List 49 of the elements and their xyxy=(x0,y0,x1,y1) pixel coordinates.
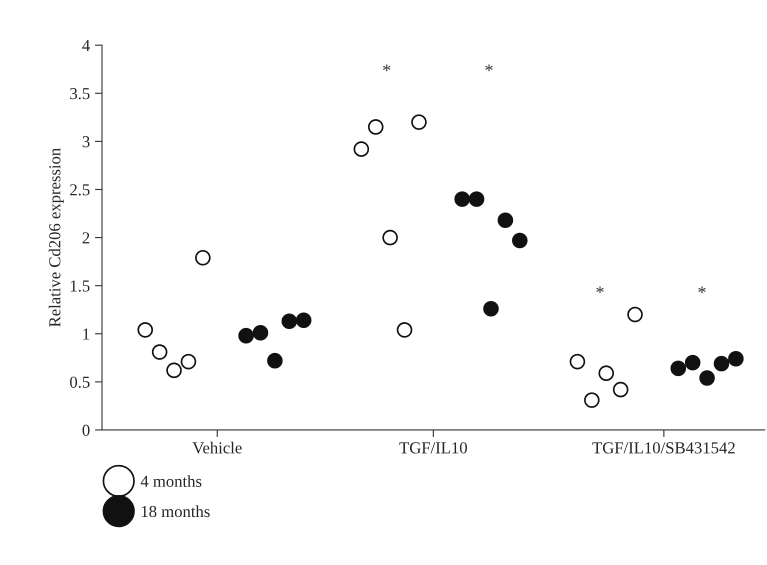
point xyxy=(627,306,643,322)
x-tick-label: TGF/IL10 xyxy=(399,442,467,454)
annotation: * xyxy=(485,64,493,72)
point xyxy=(152,344,168,360)
y-tick-label: 3.5 xyxy=(70,88,90,100)
y-tick-label: 0.5 xyxy=(70,376,90,388)
point xyxy=(512,232,528,248)
point xyxy=(180,354,196,370)
y-tick-label: 4 xyxy=(82,40,90,51)
legend-label: 4 months xyxy=(140,475,202,487)
point xyxy=(354,141,370,157)
point xyxy=(612,382,628,398)
point xyxy=(267,352,283,368)
point xyxy=(684,354,700,370)
x-tick-label: TGF/IL10/SB431542 xyxy=(592,442,735,454)
point xyxy=(195,250,211,266)
point xyxy=(252,325,268,341)
point xyxy=(411,114,427,130)
point xyxy=(670,360,686,376)
y-tick-label: 1.5 xyxy=(70,280,90,292)
point xyxy=(296,312,312,328)
annotation: * xyxy=(383,64,390,72)
point xyxy=(598,365,614,381)
point xyxy=(166,362,182,378)
point xyxy=(483,300,499,317)
point xyxy=(498,212,514,228)
point xyxy=(714,356,730,372)
y-tick-label: 1 xyxy=(83,328,90,340)
y-tick-label: 2.5 xyxy=(70,184,90,196)
point xyxy=(368,119,384,135)
point xyxy=(137,322,154,338)
point xyxy=(728,351,744,367)
x-tick-label: Vehicle xyxy=(192,442,242,454)
annotation: * xyxy=(596,286,604,294)
annotation: * xyxy=(698,286,706,294)
y-tick-label: 2 xyxy=(82,232,90,244)
point xyxy=(570,354,586,370)
point xyxy=(238,328,254,344)
point xyxy=(454,191,470,207)
y-tick-label: 3 xyxy=(82,136,90,148)
point xyxy=(282,313,298,330)
point xyxy=(584,392,600,408)
point xyxy=(468,191,484,207)
point xyxy=(396,322,412,338)
point xyxy=(699,370,715,386)
point xyxy=(382,230,398,246)
y-axis-title: Relative Cd206 expression xyxy=(48,148,64,327)
legend-label: 18 months xyxy=(142,505,210,518)
y-tick-label: 0 xyxy=(82,424,90,436)
